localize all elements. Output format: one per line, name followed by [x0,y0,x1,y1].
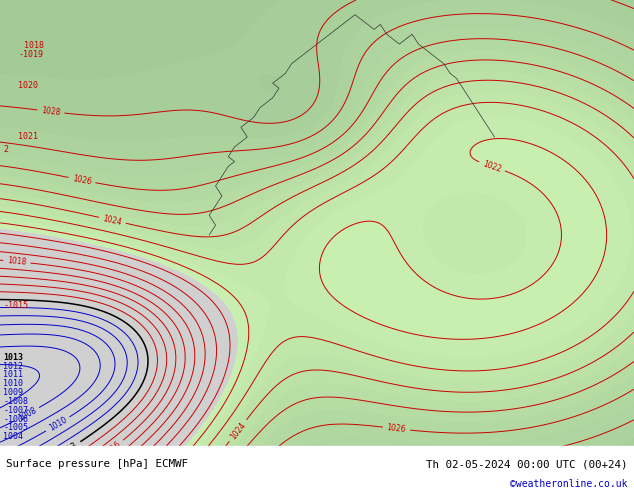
Text: 1020: 1020 [134,458,154,478]
Text: 1016: 1016 [102,440,123,459]
Text: 1009: 1009 [3,388,23,397]
Text: 1020: 1020 [18,81,38,90]
Text: 1022: 1022 [171,450,191,470]
Text: 1028: 1028 [611,459,632,474]
Text: 1018: 1018 [7,256,27,267]
Text: Th 02-05-2024 00:00 UTC (00+24): Th 02-05-2024 00:00 UTC (00+24) [426,459,628,469]
Text: -1007: -1007 [3,406,28,415]
Text: 1022: 1022 [481,159,502,174]
Text: -1005: -1005 [3,423,28,432]
Text: 1014: 1014 [60,450,81,468]
Text: Surface pressure [hPa] ECMWF: Surface pressure [hPa] ECMWF [6,459,188,469]
Text: 1013: 1013 [56,441,79,460]
Text: 1026: 1026 [387,423,406,434]
Text: -1015: -1015 [3,301,28,311]
Text: -1008: -1008 [3,397,28,406]
Text: -1019: -1019 [19,50,44,59]
Bar [0,446,634,490]
Text: 1011: 1011 [3,370,23,379]
Text: 1012: 1012 [3,362,23,370]
Text: 1008: 1008 [16,406,37,423]
Text: 1004: 1004 [3,432,23,441]
Text: -1006: -1006 [3,415,28,423]
Text: 1010: 1010 [3,379,23,388]
Text: 1028: 1028 [41,106,61,117]
Text: 2: 2 [3,145,8,154]
Text: 1024: 1024 [228,420,247,441]
Text: 1021: 1021 [18,132,38,141]
Text: 1026: 1026 [72,174,93,186]
Text: 1024: 1024 [102,214,123,227]
Text: ©weatheronline.co.uk: ©weatheronline.co.uk [510,479,628,489]
Text: 1013: 1013 [3,353,23,362]
Text: 1018: 1018 [24,41,44,49]
Text: 1010: 1010 [47,415,68,433]
Text: 1012: 1012 [35,445,56,462]
